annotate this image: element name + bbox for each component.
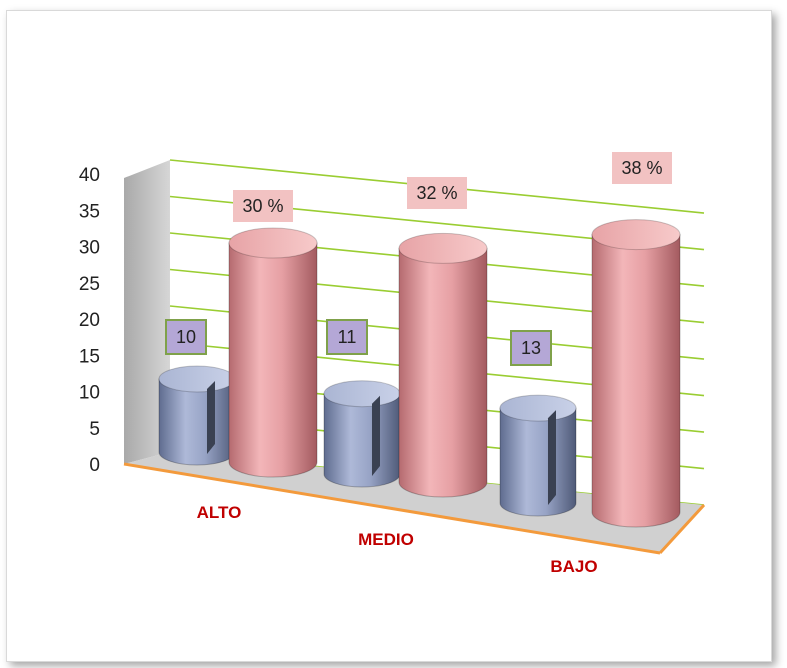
data-label-text: 32 %	[416, 183, 457, 203]
data-label-box	[510, 330, 552, 366]
y-tick-label: 35	[79, 201, 100, 222]
chart-back-wall	[124, 160, 170, 464]
bar-body	[228, 242, 318, 478]
data-label-text: 13	[521, 338, 541, 358]
data-label-box	[407, 177, 467, 209]
y-tick-label: 0	[89, 455, 100, 476]
data-label-box	[165, 319, 207, 355]
bar-top	[158, 365, 236, 393]
y-axis-ticks: 0 5 10 15 20 25 30 35 40	[79, 165, 100, 476]
bar-body	[398, 247, 488, 498]
bar	[591, 219, 681, 528]
data-label: 10	[165, 319, 207, 355]
bar-top	[499, 394, 577, 422]
data-label-text: 38 %	[621, 158, 662, 178]
y-tick-label: 5	[89, 419, 100, 440]
y-tick-label: 30	[79, 238, 100, 259]
y-tick-label: 20	[79, 310, 100, 331]
y-tick-label: 40	[79, 165, 100, 186]
data-labels: 10 11 13 30 % 32 % 38 %	[165, 152, 672, 366]
bar-body	[323, 393, 401, 488]
bar-slit	[372, 395, 380, 476]
bar-top	[591, 219, 681, 251]
data-label: 32 %	[407, 177, 467, 209]
data-label-box	[233, 190, 293, 222]
bar-slit	[207, 381, 215, 454]
bar	[398, 232, 488, 498]
chart-floor-side-edge	[658, 503, 706, 555]
category-label: BAJO	[550, 557, 597, 576]
data-label: 30 %	[233, 190, 293, 222]
bar-top	[228, 227, 318, 259]
category-labels: ALTO MEDIO BAJO	[197, 503, 598, 576]
y-tick-label: 15	[79, 346, 100, 367]
data-label-box	[326, 319, 368, 355]
bar-slit	[548, 410, 556, 505]
data-label-text: 30 %	[242, 196, 283, 216]
category-label: ALTO	[197, 503, 242, 522]
data-label-box	[612, 152, 672, 184]
y-tick-label: 25	[79, 274, 100, 295]
data-label: 38 %	[612, 152, 672, 184]
bar-top	[323, 380, 401, 408]
bar	[158, 365, 236, 466]
bar	[228, 227, 318, 478]
data-label-text: 10	[176, 327, 196, 347]
bars	[158, 219, 681, 528]
chart-floor-front-edge	[123, 462, 661, 555]
category-label: MEDIO	[358, 530, 414, 549]
bar	[499, 394, 577, 517]
chart-floor	[124, 452, 704, 553]
bar-body	[499, 407, 577, 517]
bar-body	[591, 234, 681, 528]
y-tick-label: 10	[79, 383, 100, 404]
data-label: 13	[510, 330, 552, 366]
bar-top	[398, 232, 488, 264]
data-label: 11	[326, 319, 368, 355]
data-label-text: 11	[338, 327, 357, 347]
bar	[323, 380, 401, 488]
